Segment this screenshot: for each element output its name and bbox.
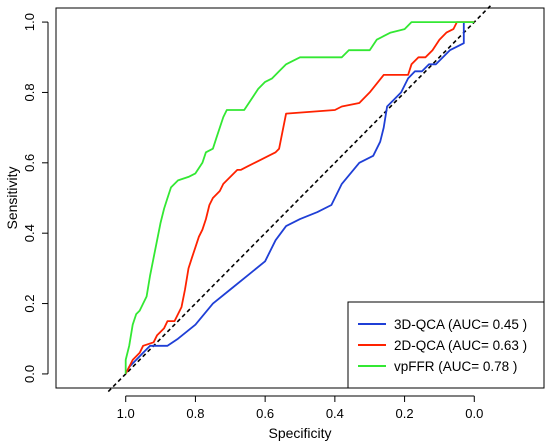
x-tick-label: 0.6 — [256, 406, 274, 421]
plot-frame — [55, 7, 545, 389]
y-axis-title: Sensitivity — [4, 166, 20, 229]
y-axis: 0.0 0.2 0.4 0.6 0.8 1.0 — [22, 13, 49, 383]
x-tick-label: 0.8 — [186, 406, 204, 421]
y-tick-label: 0.8 — [22, 83, 37, 101]
x-tick-label: 0.2 — [396, 406, 414, 421]
y-tick-label: 1.0 — [22, 13, 37, 31]
x-tick-label: 0.4 — [326, 406, 344, 421]
x-tick-label: 0.0 — [465, 406, 483, 421]
x-tick-label: 1.0 — [117, 406, 135, 421]
series-layer — [124, 21, 475, 375]
legend-label: 2D-QCA (AUC= 0.63 ) — [394, 338, 527, 353]
legend-label: 3D-QCA (AUC= 0.45 ) — [394, 317, 527, 332]
x-axis: 1.0 0.8 0.6 0.4 0.2 0.0 — [117, 395, 483, 421]
series-line-3 — [124, 21, 475, 374]
series-line-1 — [124, 22, 465, 375]
series-line-2 — [124, 21, 475, 375]
legend: 3D-QCA (AUC= 0.45 ) 2D-QCA (AUC= 0.63 ) vp… — [347, 301, 545, 389]
x-axis-title: Specificity — [268, 425, 331, 441]
y-tick-label: 0.0 — [22, 365, 37, 383]
y-tick-label: 0.4 — [22, 224, 37, 242]
y-tick-label: 0.6 — [22, 154, 37, 172]
y-tick-label: 0.2 — [22, 295, 37, 313]
legend-label: vpFFR (AUC= 0.78 ) — [394, 359, 517, 374]
